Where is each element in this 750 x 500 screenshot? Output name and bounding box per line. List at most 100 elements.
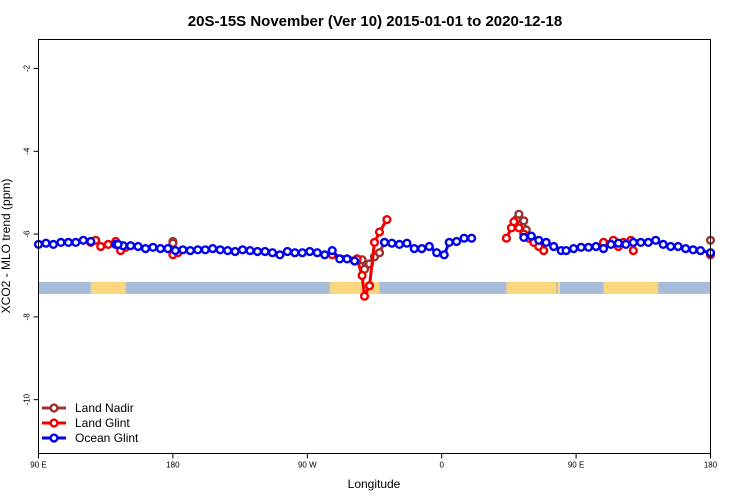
land-glint-point xyxy=(514,223,524,233)
ocean-glint-point xyxy=(439,250,449,260)
x-tick-label: 90 W xyxy=(298,461,317,470)
ocean-glint-point xyxy=(48,239,59,250)
ocean-glint-point xyxy=(133,241,143,252)
ocean-glint-point xyxy=(444,237,454,248)
series-layer xyxy=(33,209,716,301)
ocean-glint-point xyxy=(350,256,360,266)
ocean-glint-point xyxy=(297,248,307,258)
ocean-glint-point xyxy=(215,245,225,255)
legend-swatch-marker xyxy=(49,433,59,443)
ocean-glint-point xyxy=(534,235,544,245)
ocean-glint-point xyxy=(245,246,255,256)
legend-label: Ocean Glint xyxy=(75,431,139,445)
ocean-glint-point xyxy=(185,246,195,256)
land-glint-point xyxy=(357,270,367,281)
ocean-glint-point xyxy=(695,246,706,256)
ocean-glint-point xyxy=(148,242,158,252)
ocean-glint-point xyxy=(680,244,691,254)
ocean-glint-point xyxy=(223,246,233,256)
ocean-glint-point xyxy=(643,237,653,248)
ocean-glint-point xyxy=(576,242,586,252)
ocean-glint-point xyxy=(688,245,698,255)
legend-swatch-marker xyxy=(49,403,59,413)
ocean-glint-point xyxy=(282,246,293,257)
chart-title: 20S-15S November (Ver 10) 2015-01-01 to … xyxy=(188,13,562,30)
surface-type-band xyxy=(38,281,711,294)
ocean-glint-point xyxy=(613,238,624,248)
legend-label: Land Nadir xyxy=(75,401,134,415)
land-nadir-point xyxy=(519,216,529,226)
ocean-glint-point xyxy=(305,246,315,257)
ocean-glint-point xyxy=(267,248,278,258)
ocean-glint-point xyxy=(424,241,434,252)
land-nadir-point xyxy=(374,248,385,258)
land-glint-point xyxy=(628,246,638,256)
ocean-glint-point xyxy=(402,238,412,248)
ocean-glint-point xyxy=(598,244,609,254)
ocean-glint-point xyxy=(260,246,270,257)
ocean-glint-point xyxy=(178,245,188,255)
ocean-glint-point xyxy=(275,250,285,260)
ocean-glint-point xyxy=(126,241,136,251)
ocean-glint-point xyxy=(170,246,181,256)
land-glint-point xyxy=(369,237,380,248)
ocean-glint-point xyxy=(312,248,322,258)
ocean-glint-point xyxy=(452,236,462,247)
ocean-glint-point xyxy=(568,244,579,254)
ocean-glint-point xyxy=(41,238,51,248)
legend-label: Land Glint xyxy=(75,416,130,430)
ocean-glint-point xyxy=(327,246,337,256)
plot-frame xyxy=(38,39,711,454)
ocean-glint-point xyxy=(208,244,218,254)
land-band-segment xyxy=(557,281,560,294)
ocean-glint-point xyxy=(56,237,66,248)
y-tick-label: -10 xyxy=(23,393,32,405)
ocean-glint-point xyxy=(459,233,469,243)
land-glint-point xyxy=(509,217,519,227)
ocean-glint-point xyxy=(78,235,88,245)
ocean-glint-point xyxy=(666,241,676,252)
x-tick-label: 180 xyxy=(166,461,180,470)
land-nadir-point xyxy=(514,209,524,219)
ocean-glint-point xyxy=(86,236,96,247)
ocean-glint-point xyxy=(467,233,477,243)
x-tick-label: 180 xyxy=(704,461,718,470)
ocean-glint-point xyxy=(658,239,668,250)
ocean-glint-point xyxy=(140,244,151,254)
x-tick-label: 90 E xyxy=(568,461,584,470)
ocean-glint-point xyxy=(591,241,601,252)
ocean-glint-point xyxy=(636,237,646,248)
ocean-glint-point xyxy=(71,237,81,248)
y-tick-label: -8 xyxy=(23,313,32,321)
ocean-glint-point xyxy=(200,245,210,255)
y-axis-ticks: -2 -4 -6 -8 -10 xyxy=(23,64,39,405)
y-tick-label: -6 xyxy=(23,230,32,238)
ocean-glint-point xyxy=(394,239,405,250)
ocean-glint-point xyxy=(63,237,74,248)
ocean-glint-point xyxy=(163,244,173,254)
land-glint-point xyxy=(382,215,392,225)
ocean-glint-point xyxy=(417,244,427,254)
ocean-glint-point xyxy=(193,245,203,255)
ocean-glint-point xyxy=(561,246,571,256)
ocean-glint-point xyxy=(113,239,123,250)
ocean-glint-point xyxy=(651,235,661,245)
ocean-glint-point xyxy=(379,237,390,248)
ocean-glint-point xyxy=(238,245,248,255)
land-nadir-point xyxy=(168,238,178,248)
land-glint-point xyxy=(359,291,370,301)
land-glint-point xyxy=(374,227,385,237)
land-band-segment xyxy=(506,281,557,294)
series-ocean-glint xyxy=(33,231,716,266)
ocean-glint-point xyxy=(526,231,536,241)
land-glint-point xyxy=(539,246,549,256)
ocean-glint-point xyxy=(432,248,442,258)
ocean-glint-point xyxy=(549,241,559,252)
legend-swatch-marker xyxy=(49,418,59,428)
ocean-glint-point xyxy=(387,238,397,248)
land-glint-point xyxy=(364,281,375,291)
x-axis-label: Longitude xyxy=(348,477,401,491)
x-tick-label: 90 E xyxy=(30,461,46,470)
